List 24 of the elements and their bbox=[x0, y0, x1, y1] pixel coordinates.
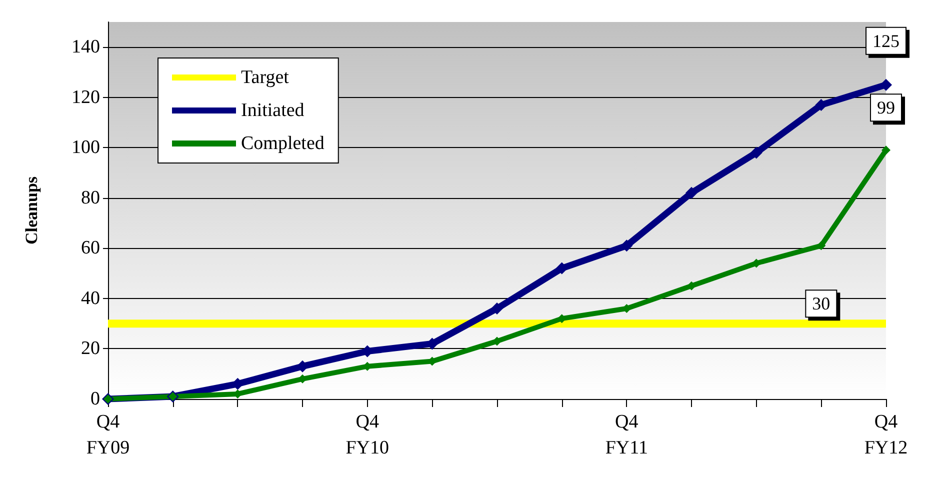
data-label: 125 bbox=[872, 30, 900, 51]
point bbox=[491, 302, 503, 315]
y-tick-label: 0 bbox=[90, 388, 100, 410]
point bbox=[686, 186, 698, 199]
y-axis-title: Cleanups bbox=[22, 176, 41, 245]
point bbox=[620, 240, 633, 252]
x-tick-label: Q4 FY09 bbox=[86, 412, 130, 458]
y-tick-label: 60 bbox=[81, 238, 100, 259]
y-tick-label: 20 bbox=[81, 338, 100, 360]
x-tick-label: Q4 FY11 bbox=[605, 412, 648, 458]
legend-label: Target bbox=[241, 67, 290, 88]
y-tick-label: 80 bbox=[81, 187, 100, 208]
legend-label: Completed bbox=[241, 133, 325, 154]
point bbox=[882, 146, 890, 155]
point bbox=[750, 146, 762, 159]
y-tick-label: 40 bbox=[81, 288, 100, 309]
x-tick-label: Q4 FY10 bbox=[346, 412, 389, 458]
legend-label: Initiated bbox=[241, 100, 305, 121]
data-label: 30 bbox=[812, 294, 830, 314]
y-tick-label: 140 bbox=[72, 36, 100, 58]
y-tick-label: 120 bbox=[72, 86, 100, 108]
data-label: 99 bbox=[877, 98, 895, 118]
y-tick-label: 100 bbox=[72, 137, 100, 158]
x-tick-label: Q4 FY12 bbox=[864, 412, 908, 458]
